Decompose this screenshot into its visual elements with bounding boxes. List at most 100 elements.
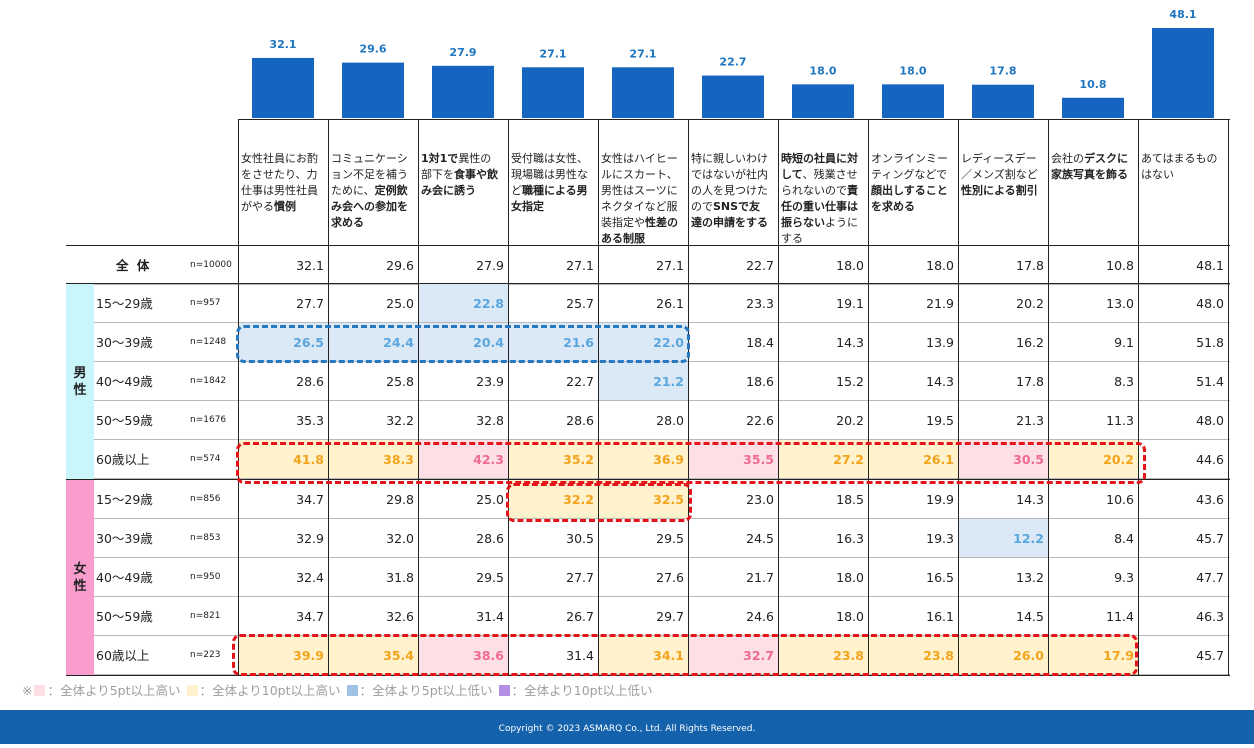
table-cell: 14.3 <box>1016 492 1044 507</box>
row-label: 15～29歳 <box>96 492 153 507</box>
column-header-9: 会社のデスクに家族写真を飾る <box>1051 152 1128 181</box>
bar-7 <box>882 84 944 118</box>
table-cell: 27.1 <box>566 258 594 273</box>
table-cell: 26.5 <box>238 323 328 362</box>
total-bottom-rule <box>66 283 1230 284</box>
table-cell: 20.2 <box>1048 440 1138 479</box>
table-cell: 41.8 <box>238 440 328 479</box>
table-cell: 28.0 <box>656 413 684 428</box>
table-cell: 34.7 <box>296 492 324 507</box>
bar-4 <box>612 67 674 118</box>
table-cell: 32.5 <box>598 480 688 519</box>
table-cell: 25.8 <box>386 374 414 389</box>
row-divider <box>94 596 1230 597</box>
sample-size: n=821 <box>190 611 221 621</box>
column-divider <box>1138 119 1139 675</box>
table-cell: 24.6 <box>746 609 774 624</box>
bar-9 <box>1062 97 1124 118</box>
table-cell: 39.9 <box>238 636 328 675</box>
table-cell: 15.2 <box>836 374 864 389</box>
legend: ※ ：全体より5pt以上高い ：全体より10pt以上高い ：全体より5pt以上低い… <box>22 680 653 699</box>
table-cell: 10.6 <box>1106 492 1134 507</box>
legend-text-orange: ：全体より10pt以上高い <box>199 683 341 698</box>
table-cell: 23.8 <box>778 636 868 675</box>
table-cell: 27.6 <box>656 570 684 585</box>
table-cell: 34.1 <box>598 636 688 675</box>
sample-size: n=853 <box>190 533 221 543</box>
legend-text-pink: ：全体より5pt以上高い <box>47 683 181 698</box>
header-top-rule <box>238 119 1230 120</box>
table-cell: 14.5 <box>1016 609 1044 624</box>
table-cell: 21.9 <box>926 296 954 311</box>
gender-label-male: 男性 <box>66 284 94 479</box>
table-cell: 27.7 <box>566 570 594 585</box>
row-label: 全 体 <box>116 258 152 273</box>
column-divider <box>868 119 869 675</box>
bar-1 <box>342 62 404 118</box>
table-cell: 25.7 <box>566 296 594 311</box>
table-cell: 32.0 <box>386 531 414 546</box>
table-cell: 28.6 <box>296 374 324 389</box>
bar-value-label-8: 17.8 <box>989 65 1016 78</box>
table-cell: 23.8 <box>868 636 958 675</box>
table-cell: 8.3 <box>1114 374 1134 389</box>
column-divider <box>328 119 329 675</box>
sample-size: n=10000 <box>190 260 232 270</box>
table-cell: 30.5 <box>958 440 1048 479</box>
legend-swatch-pink <box>34 685 46 696</box>
legend-prefix: ※ <box>22 683 33 698</box>
table-cell: 27.1 <box>656 258 684 273</box>
gender-label-female: 女性 <box>66 480 94 675</box>
row-divider <box>94 518 1230 519</box>
male-bottom-rule <box>66 479 1230 480</box>
sample-size: n=957 <box>190 298 221 308</box>
table-cell: 17.8 <box>1016 374 1044 389</box>
table-cell: 14.3 <box>836 335 864 350</box>
table-cell: 38.3 <box>328 440 418 479</box>
table-cell: 22.7 <box>746 258 774 273</box>
table-cell: 45.7 <box>1196 648 1224 663</box>
table-cell: 26.0 <box>958 636 1048 675</box>
row-divider <box>94 439 1230 440</box>
table-cell: 19.1 <box>836 296 864 311</box>
table-cell: 18.4 <box>746 335 774 350</box>
table-cell: 20.2 <box>836 413 864 428</box>
table-cell: 21.6 <box>508 323 598 362</box>
bar-10 <box>1152 28 1214 118</box>
table-cell: 16.2 <box>1016 335 1044 350</box>
sample-size: n=856 <box>190 494 221 504</box>
table-cell: 42.3 <box>418 440 508 479</box>
table-cell: 38.6 <box>418 636 508 675</box>
bar-value-label-2: 27.9 <box>449 46 476 59</box>
column-header-2: 1対1で異性の部下を食事や飲み会に誘う <box>421 152 498 197</box>
table-cell: 32.7 <box>688 636 778 675</box>
table-cell: 26.7 <box>566 609 594 624</box>
bar-value-label-9: 10.8 <box>1079 78 1106 91</box>
table-cell: 48.0 <box>1196 413 1224 428</box>
column-divider <box>1228 119 1229 675</box>
column-divider <box>688 119 689 675</box>
column-header-6: 時短の社員に対して、残業させられないので責任の重い仕事は振らないようにする <box>781 152 858 245</box>
table-cell: 25.0 <box>386 296 414 311</box>
row-divider <box>94 557 1230 558</box>
bar-3 <box>522 67 584 118</box>
table-cell: 26.1 <box>656 296 684 311</box>
table-cell: 22.8 <box>418 284 508 323</box>
table-cell: 22.6 <box>746 413 774 428</box>
table-cell: 25.0 <box>476 492 504 507</box>
bar-6 <box>792 84 854 118</box>
table-cell: 32.2 <box>386 413 414 428</box>
table-cell: 19.5 <box>926 413 954 428</box>
table-cell: 32.1 <box>296 258 324 273</box>
table-cell: 16.1 <box>926 609 954 624</box>
bar-value-label-10: 48.1 <box>1169 8 1196 21</box>
row-divider <box>94 322 1230 323</box>
column-header-10: あてはまるものはない <box>1141 152 1218 181</box>
row-divider <box>94 284 1230 285</box>
table-cell: 32.2 <box>508 480 598 519</box>
bar-2 <box>432 65 494 118</box>
table-cell: 30.5 <box>566 531 594 546</box>
table-cell: 35.5 <box>688 440 778 479</box>
bar-value-label-7: 18.0 <box>899 64 926 77</box>
table-cell: 35.2 <box>508 440 598 479</box>
